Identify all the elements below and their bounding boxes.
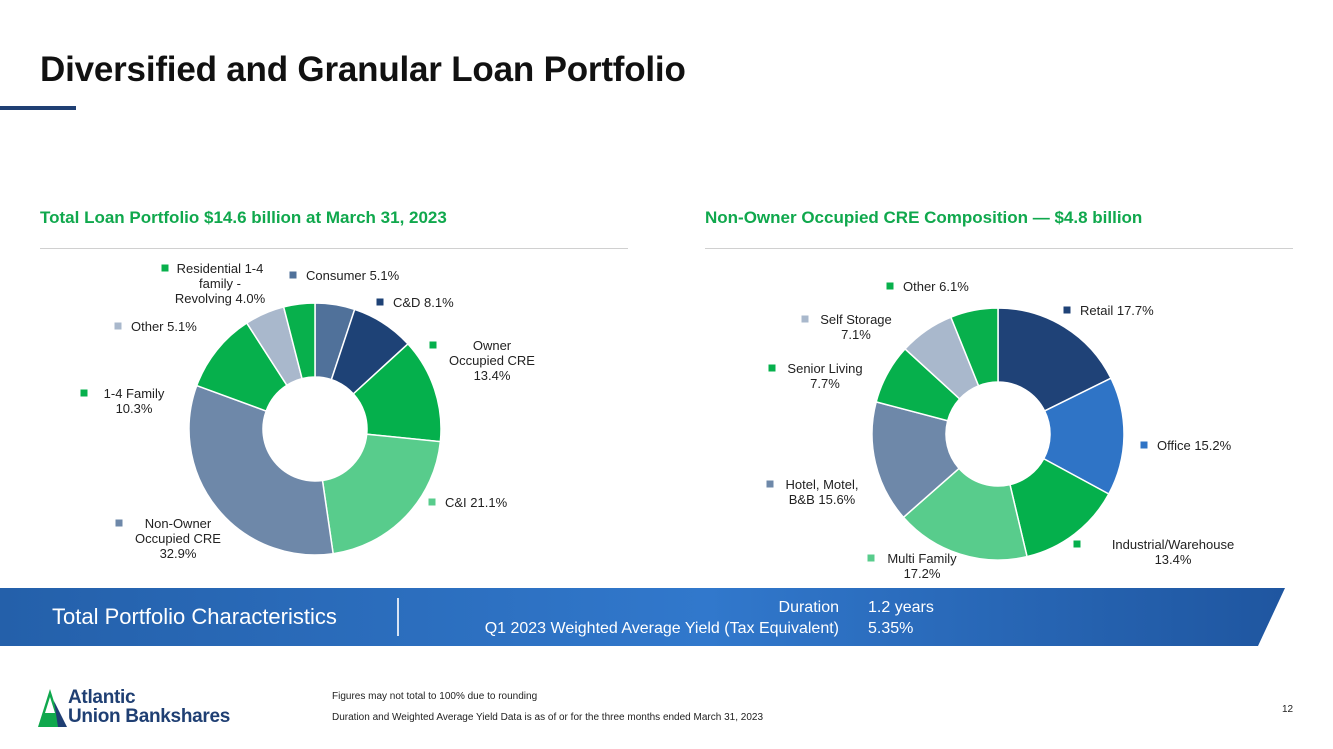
legend-marker-1-4-family <box>80 389 88 397</box>
slice-label-owner-occupied-cre: Owner Occupied CRE 13.4% <box>449 338 535 383</box>
legend-marker-non-owner-occupied-cre <box>115 519 123 527</box>
legend-marker-owner-occupied-cre <box>429 341 437 349</box>
legend-marker-c-d <box>376 298 384 306</box>
chart-rule-left <box>40 248 628 249</box>
logo-line-2: Union Bankshares <box>68 706 231 727</box>
yield-label: Q1 2023 Weighted Average Yield (Tax Equi… <box>484 620 839 637</box>
legend-marker-c-i <box>428 498 436 506</box>
slice-c-i <box>321 433 442 555</box>
legend-marker-other <box>114 322 122 330</box>
legend-marker-self-storage <box>801 315 809 323</box>
slice-label-non-owner-occupied-cre: Non-Owner Occupied CRE 32.9% <box>135 516 221 561</box>
slice-multi-family <box>902 467 1028 561</box>
slice-label-1-4-family: 1-4 Family 10.3% <box>104 386 165 416</box>
slice-retail <box>997 307 1112 412</box>
slice-label-industrial-warehouse: Industrial/Warehouse 13.4% <box>1112 537 1234 567</box>
slice-label-residential-1-4-family-revolving: Residential 1-4 family -Revolving 4.0% <box>175 261 266 306</box>
chart-title-total-loan: Total Loan Portfolio $14.6 billion at Ma… <box>40 208 447 227</box>
slice-label-other: Other 6.1% <box>903 279 969 294</box>
footnote-duration: Duration and Weighted Average Yield Data… <box>332 712 764 723</box>
page-title: Diversified and Granular Loan Portfolio <box>40 50 686 89</box>
legend-marker-multi-family <box>867 554 875 562</box>
chart-rule-right <box>705 248 1293 249</box>
slice-label-multi-family: Multi Family 17.2% <box>887 551 957 581</box>
legend-marker-office <box>1140 441 1148 449</box>
logo-mark-icon <box>38 689 67 727</box>
banner-background <box>0 588 1285 646</box>
page-number: 12 <box>1282 704 1294 715</box>
chart-title-cre-composition: Non-Owner Occupied CRE Composition — $4.… <box>705 208 1143 227</box>
logo-text: Atlantic Union Bankshares <box>68 688 230 726</box>
legend-marker-other <box>886 282 894 290</box>
slice-label-retail: Retail 17.7% <box>1080 303 1154 318</box>
legend-marker-hotel-motel-b-b <box>766 480 774 488</box>
banner-title: Total Portfolio Characteristics <box>52 604 337 629</box>
legend-marker-retail <box>1063 306 1071 314</box>
legend-marker-consumer <box>289 271 297 279</box>
duration-label: Duration <box>778 599 839 616</box>
slice-residential-1-4-family-revolving <box>282 302 316 380</box>
portfolio-characteristics-banner: Total Portfolio Characteristics Duration… <box>0 588 1333 646</box>
legend-marker-residential-1-4-family-revolving <box>161 264 169 272</box>
logo-line-1: Atlantic <box>68 687 136 708</box>
slice-hotel-motel-b-b <box>871 400 961 519</box>
duration-value: 1.2 years <box>868 599 934 616</box>
company-logo: Atlantic Union Bankshares <box>38 688 268 730</box>
slice-label-hotel-motel-b-b: Hotel, Motel, B&B 15.6% <box>786 477 859 507</box>
footnote-rounding: Figures may not total to 100% due to rou… <box>332 691 538 702</box>
slice-label-other: Other 5.1% <box>131 319 197 334</box>
slice-label-office: Office 15.2% <box>1157 438 1232 453</box>
legend-marker-industrial-warehouse <box>1073 540 1081 548</box>
slice-label-senior-living: Senior Living 7.7% <box>787 361 862 391</box>
yield-value: 5.35% <box>868 620 914 637</box>
slice-label-self-storage: Self Storage 7.1% <box>820 312 892 342</box>
slice-label-c-i: C&I 21.1% <box>445 495 508 510</box>
donut-chart-total-loan: Consumer 5.1% C&D 8.1% Owner Occupied CRE 13… <box>80 261 535 561</box>
slice-non-owner-occupied-cre <box>188 384 334 556</box>
legend-marker-senior-living <box>768 364 776 372</box>
slice-label-c-d: C&D 8.1% <box>393 295 454 310</box>
donut-chart-cre-composition: Retail 17.7% Office 15.2% Industrial/Wareh… <box>766 279 1234 581</box>
slice-label-consumer: Consumer 5.1% <box>306 268 400 283</box>
slice-other <box>949 307 999 387</box>
title-underline <box>0 106 76 110</box>
banner-divider <box>397 598 399 636</box>
